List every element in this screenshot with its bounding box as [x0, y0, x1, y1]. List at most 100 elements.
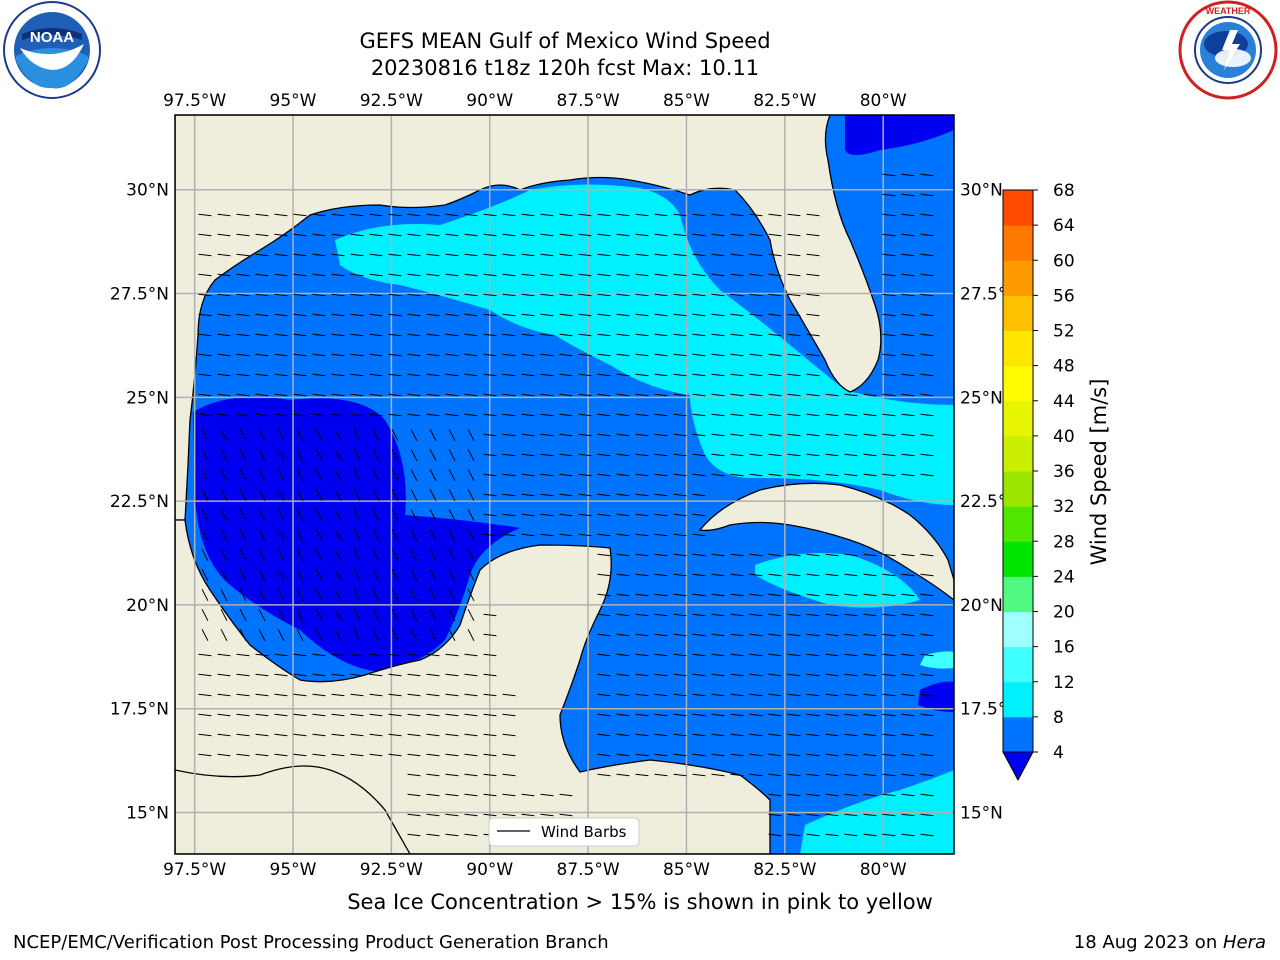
- wind-barb: [806, 593, 820, 597]
- wind-barb: [293, 273, 307, 277]
- wind-barb: [274, 373, 288, 377]
- wind-barb: [391, 528, 399, 542]
- wind-barb: [293, 373, 307, 377]
- lon-label-bottom: 97.5°W: [163, 860, 226, 880]
- wind-barb: [768, 633, 782, 637]
- wind-barb: [692, 753, 706, 757]
- wind-barb: [445, 833, 459, 837]
- wind-barb: [293, 393, 307, 397]
- wind-barb: [312, 673, 326, 677]
- wind-barb: [198, 373, 212, 377]
- wind-barb: [844, 813, 858, 817]
- wind-barb: [502, 393, 516, 397]
- wind-barb: [673, 773, 687, 777]
- wind-barb: [559, 293, 573, 297]
- wind-barb: [635, 513, 649, 517]
- wind-barb: [635, 553, 649, 557]
- wind-barb: [692, 433, 706, 437]
- wind-barb: [391, 568, 399, 582]
- wind-barb: [692, 253, 706, 257]
- wind-barb: [559, 433, 573, 437]
- wind-barb: [277, 548, 285, 562]
- wind-barb: [334, 608, 342, 622]
- wind-barb: [464, 373, 478, 377]
- wind-barb: [198, 233, 212, 237]
- wind-barb: [692, 553, 706, 557]
- wind-barb: [901, 193, 915, 197]
- wind-barb: [502, 233, 516, 237]
- wind-barb: [863, 833, 877, 837]
- wind-barb: [863, 773, 877, 777]
- colorbar-tick-label: 56: [1053, 286, 1075, 306]
- wind-barb: [407, 653, 421, 657]
- wind-barb: [787, 453, 801, 457]
- wind-barb: [673, 513, 687, 517]
- wind-barb: [445, 793, 459, 797]
- wind-barb: [730, 653, 744, 657]
- wind-barb: [825, 633, 839, 637]
- wind-barb: [464, 713, 478, 717]
- lat-label-right: 30°N: [960, 181, 1003, 201]
- wind-barb: [296, 528, 304, 542]
- wind-barb: [201, 508, 209, 522]
- wind-barb: [296, 608, 304, 622]
- wind-barb: [749, 633, 763, 637]
- wind-barb: [255, 373, 269, 377]
- wind-barb: [198, 213, 212, 217]
- wind-barb: [673, 573, 687, 577]
- wind-barb: [429, 588, 437, 602]
- wind-barb: [255, 653, 269, 657]
- wind-barb: [407, 273, 421, 277]
- wind-barb: [217, 713, 231, 717]
- wind-barb: [920, 193, 934, 197]
- wind-barb: [597, 753, 611, 757]
- wind-barb: [825, 553, 839, 557]
- wind-barb: [730, 253, 744, 257]
- wind-barb: [806, 473, 820, 477]
- wind-barb: [711, 773, 725, 777]
- wind-barb: [787, 373, 801, 377]
- wind-barb: [407, 793, 421, 797]
- wind-barb: [521, 533, 535, 537]
- wind-barb: [616, 633, 630, 637]
- wind-barb: [692, 493, 706, 497]
- wind-barb: [198, 713, 212, 717]
- wind-barb: [825, 753, 839, 757]
- wind-barb: [920, 293, 934, 297]
- wind-barb: [768, 773, 782, 777]
- wind-barb: [825, 813, 839, 817]
- wind-barb: [597, 713, 611, 717]
- wind-barb: [578, 213, 592, 217]
- wind-barb: [220, 448, 228, 462]
- wind-barb: [293, 313, 307, 317]
- wind-barb: [597, 433, 611, 437]
- wind-barb: [293, 753, 307, 757]
- wind-barb: [844, 833, 858, 837]
- wind-barb: [578, 453, 592, 457]
- wind-barb: [844, 473, 858, 477]
- wind-barb: [844, 753, 858, 757]
- wind-barb: [635, 773, 649, 777]
- wind-barb: [654, 693, 668, 697]
- wind-barb: [350, 693, 364, 697]
- wind-barb: [350, 253, 364, 257]
- map-gridlines: [175, 115, 954, 854]
- wind-barb: [749, 453, 763, 457]
- wind-barb: [654, 553, 668, 557]
- wind-barb: [407, 313, 421, 317]
- wind-barb: [483, 393, 497, 397]
- wind-barb: [410, 448, 418, 462]
- wind-barb: [673, 493, 687, 497]
- wind-barb: [350, 713, 364, 717]
- wind-barb: [882, 593, 896, 597]
- wind-barb: [806, 273, 820, 277]
- wind-barb: [844, 593, 858, 597]
- wind-barb: [730, 373, 744, 377]
- wind-barb: [616, 533, 630, 537]
- wind-barb: [217, 413, 231, 417]
- wind-barb: [372, 588, 380, 602]
- wind-barb: [692, 653, 706, 657]
- wind-barb: [483, 753, 497, 757]
- wind-barb: [635, 453, 649, 457]
- wind-barb: [255, 213, 269, 217]
